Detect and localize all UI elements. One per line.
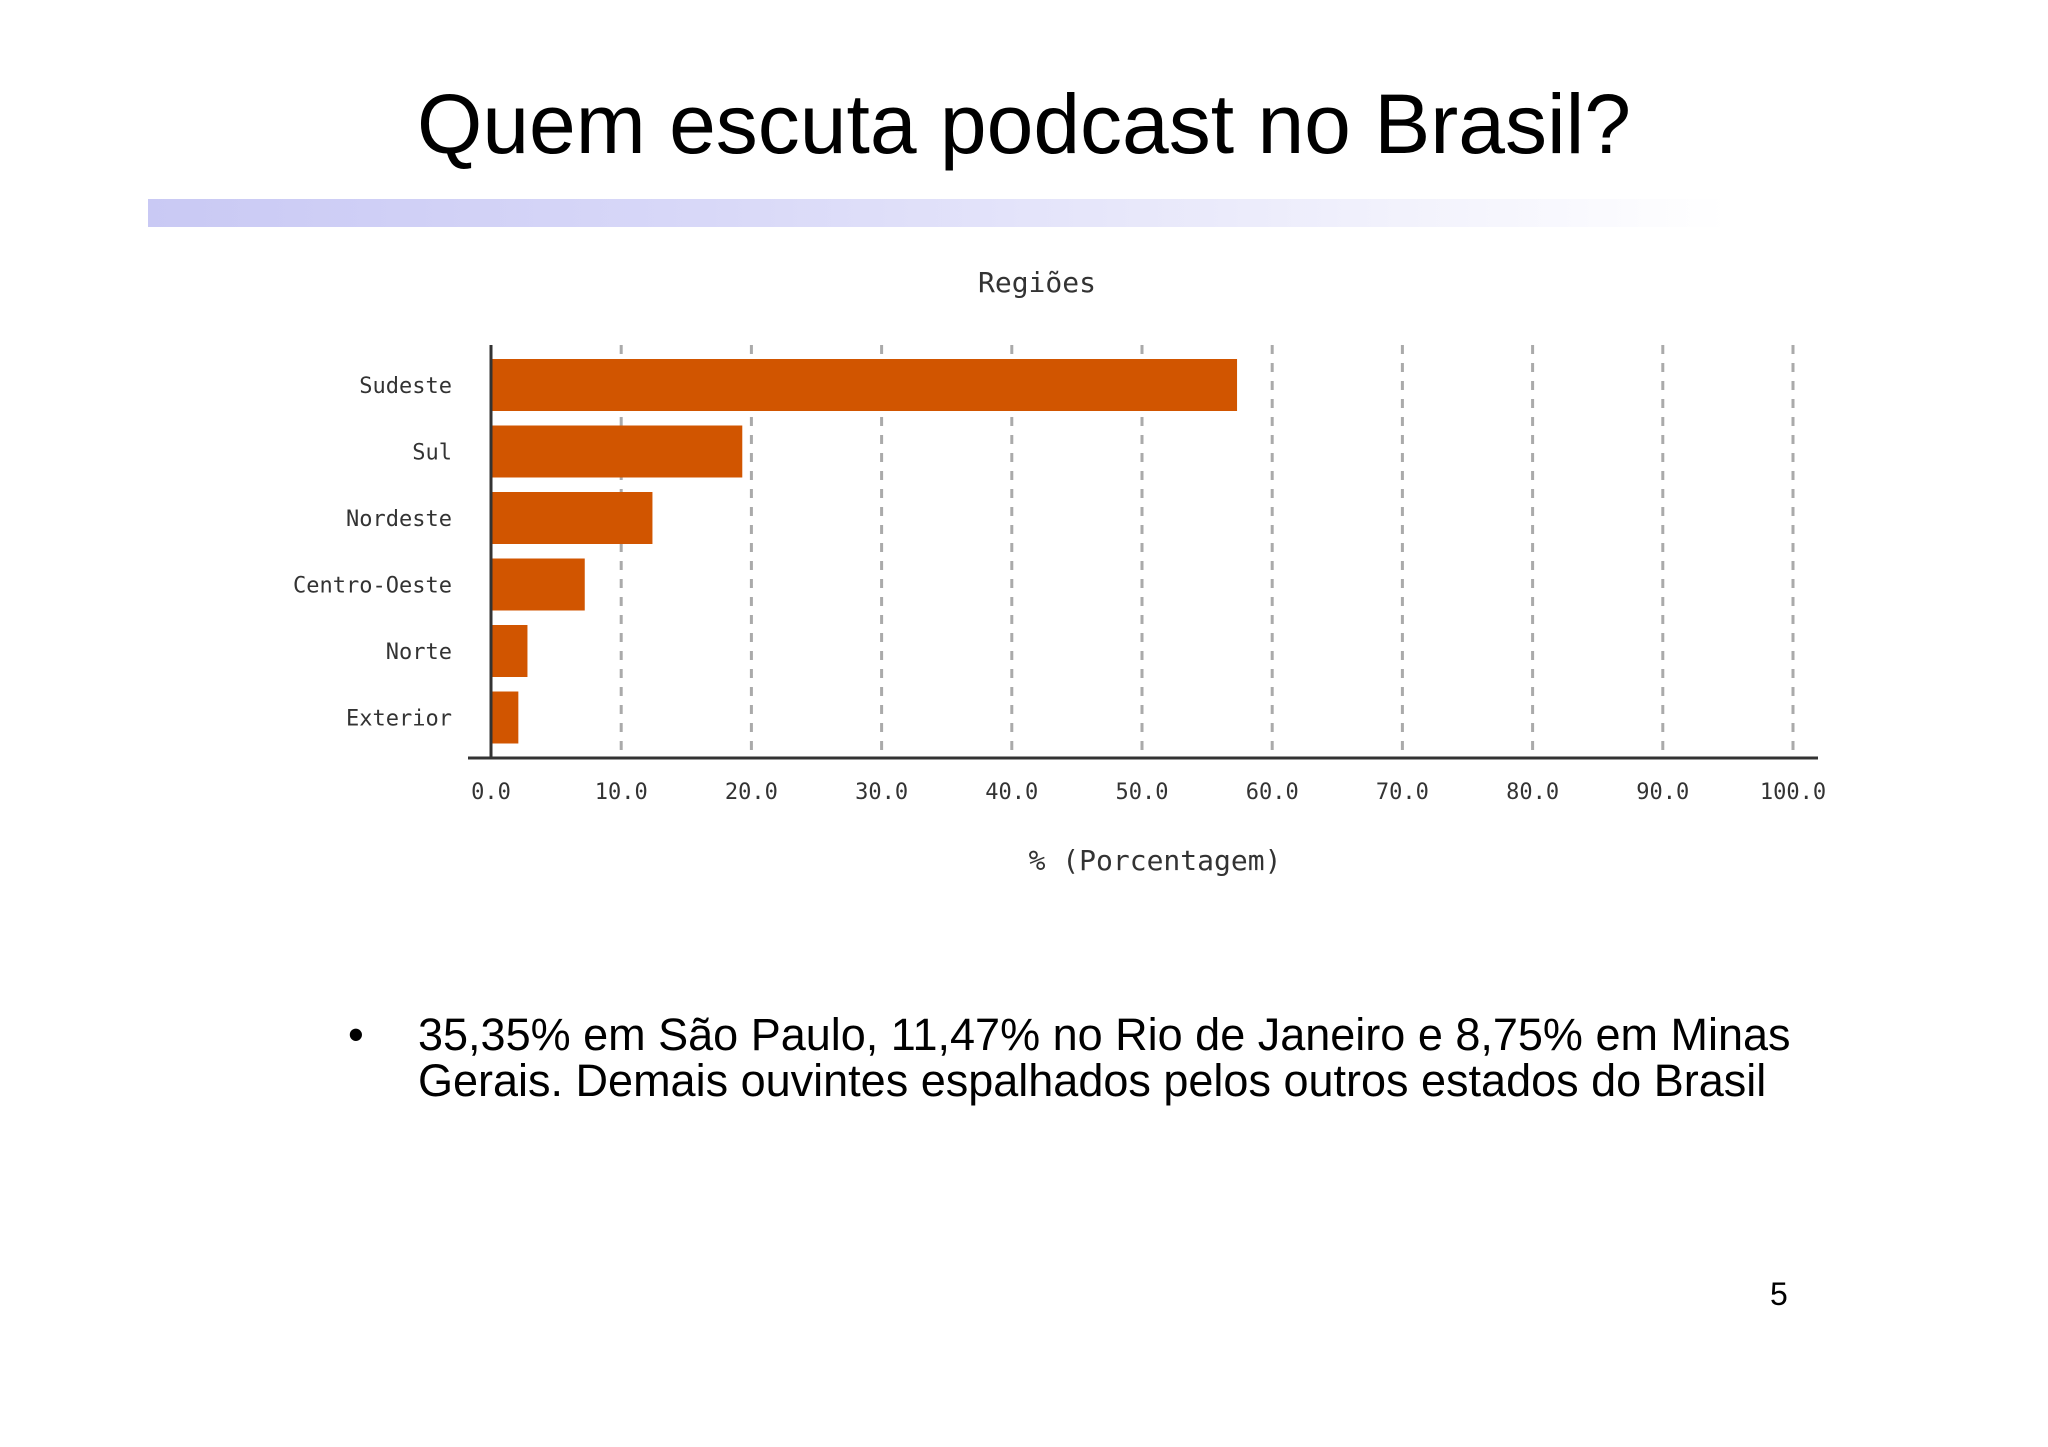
x-tick-label: 100.0	[1760, 780, 1826, 805]
x-tick-label: 20.0	[725, 780, 778, 805]
page-number: 5	[1770, 1276, 1788, 1312]
x-tick-label: 70.0	[1376, 780, 1429, 805]
slide-title: Quem escuta podcast no Brasil?	[417, 77, 1631, 171]
x-tick-label: 30.0	[855, 780, 908, 805]
x-tick-labels: 0.0 10.0 20.0 30.0 40.0 50.0 60.0 70.0 80.0 90.0 1…	[471, 780, 1826, 805]
bar-nordeste	[491, 492, 653, 544]
category-label: Centro-Oeste	[293, 574, 452, 599]
grid-lines	[619, 345, 1795, 758]
x-tick-label: 50.0	[1116, 780, 1169, 805]
bar-norte	[491, 625, 528, 677]
title-underline-bar	[148, 199, 1728, 227]
bullet-item: • 35,35% em São Paulo, 11,47% no Rio de …	[348, 1012, 1808, 1104]
x-tick-label: 10.0	[595, 780, 648, 805]
category-label: Norte	[386, 640, 452, 665]
category-label: Sul	[412, 441, 452, 466]
bars	[491, 359, 1238, 744]
bullet-dot: •	[348, 1009, 364, 1060]
x-axis-label: % (Porcentagem)	[1029, 844, 1282, 877]
category-label: Sudeste	[359, 374, 452, 399]
x-tick-label: 60.0	[1246, 780, 1299, 805]
x-tick-label: 90.0	[1636, 780, 1689, 805]
x-tick-label: 40.0	[985, 780, 1038, 805]
category-labels: Sudeste Sul Nordeste Centro-Oeste Norte Exter…	[293, 374, 452, 732]
bar-sul	[491, 425, 743, 478]
chart-title: Regiões	[978, 266, 1096, 299]
bar-centro-oeste	[491, 558, 585, 611]
regions-bar-chart: Regiões Sudeste Sul Nordeste Centro-Oeste No…	[293, 266, 1826, 877]
category-label: Nordeste	[346, 507, 452, 532]
bullet-text: 35,35% em São Paulo, 11,47% no Rio de Ja…	[418, 1009, 1791, 1106]
x-tick-label: 80.0	[1506, 780, 1559, 805]
bar-sudeste	[491, 359, 1238, 411]
category-label: Exterior	[346, 707, 452, 732]
x-tick-label: 0.0	[471, 780, 511, 805]
bar-exterior	[491, 691, 519, 744]
